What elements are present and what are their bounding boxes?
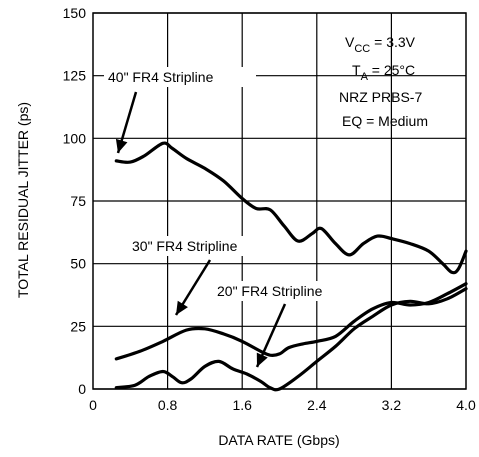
pattern-condition: NRZ PRBS-7	[339, 89, 422, 105]
y-tick-label: 50	[70, 256, 86, 272]
series-line-3	[114, 287, 468, 392]
vcc-condition: VCC = 3.3V	[345, 34, 416, 55]
annotations: 40" FR4 Stripline 30" FR4 Stripline 20" FR…	[104, 67, 365, 368]
plot-border	[92, 12, 467, 390]
y-tick-label: 0	[78, 381, 86, 397]
x-axis-label: DATA RATE (Gbps)	[218, 432, 339, 448]
annotation-arrow-head	[176, 300, 188, 315]
x-tick-label: 0	[89, 397, 97, 413]
x-tick-label: 1.6	[232, 397, 252, 413]
x-tick-label: 0.8	[158, 397, 178, 413]
x-tick-label: 2.4	[307, 397, 327, 413]
eq-condition: EQ = Medium	[342, 113, 428, 129]
y-tick-label: 100	[63, 130, 87, 146]
plot-frame	[92, 12, 467, 390]
series-line-2	[114, 282, 468, 361]
annotation-arrow-head	[256, 352, 268, 367]
x-tick-label: 3.2	[382, 397, 402, 413]
annotation-label: 40" FR4 Stripline	[108, 69, 214, 85]
y-tick-label: 75	[70, 193, 86, 209]
annotation-label: 30" FR4 Stripline	[132, 238, 238, 254]
annotation-bg	[104, 67, 256, 87]
annotation-bg	[213, 281, 365, 301]
annotation-arrow-head	[115, 138, 128, 153]
y-tick-label: 25	[70, 318, 86, 334]
series-line-1	[114, 141, 468, 275]
y-tick-label: 125	[63, 68, 87, 84]
annotation-label: 20" FR4 Stripline	[217, 283, 323, 299]
tick-labels: 0 25 50 75 100 125 150 0 0.8 1.6 2.4 3.2 4.0	[63, 5, 476, 413]
series-layer	[114, 141, 468, 392]
conditions-box: VCC = 3.3V TA = 25°C NRZ PRBS-7 EQ = Med…	[339, 34, 428, 129]
x-tick-label: 4.0	[456, 397, 476, 413]
y-tick-label: 150	[63, 5, 87, 21]
annotation-bg	[128, 236, 278, 256]
ta-condition: TA = 25°C	[352, 62, 415, 83]
y-axis-label: TOTAL RESIDUAL JITTER (ps)	[15, 102, 31, 298]
